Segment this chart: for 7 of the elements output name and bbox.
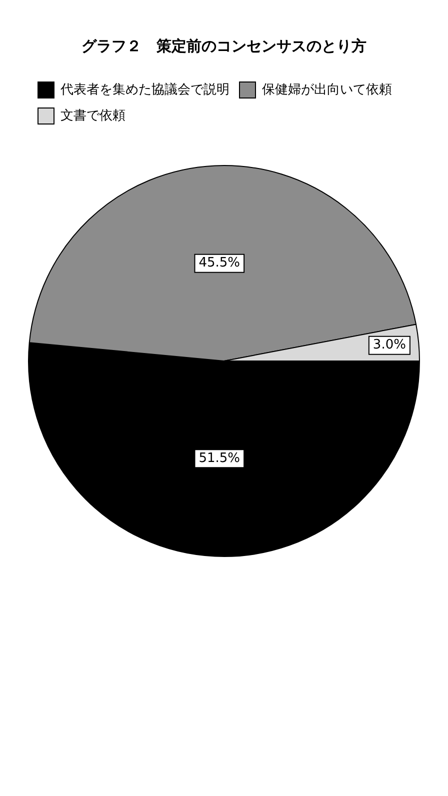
data-label: 51.5% — [198, 451, 240, 466]
data-label: 3.0% — [372, 338, 406, 353]
legend-label: 保健婦が出向いて依頼 — [262, 82, 392, 98]
legend-label: 代表者を集めた協議会で説明 — [60, 82, 230, 98]
legend-label: 文書で依頼 — [60, 108, 126, 124]
data-label: 45.5% — [198, 256, 240, 271]
chart-title: グラフ２ 策定前のコンセンサスのとり方 — [82, 36, 366, 55]
